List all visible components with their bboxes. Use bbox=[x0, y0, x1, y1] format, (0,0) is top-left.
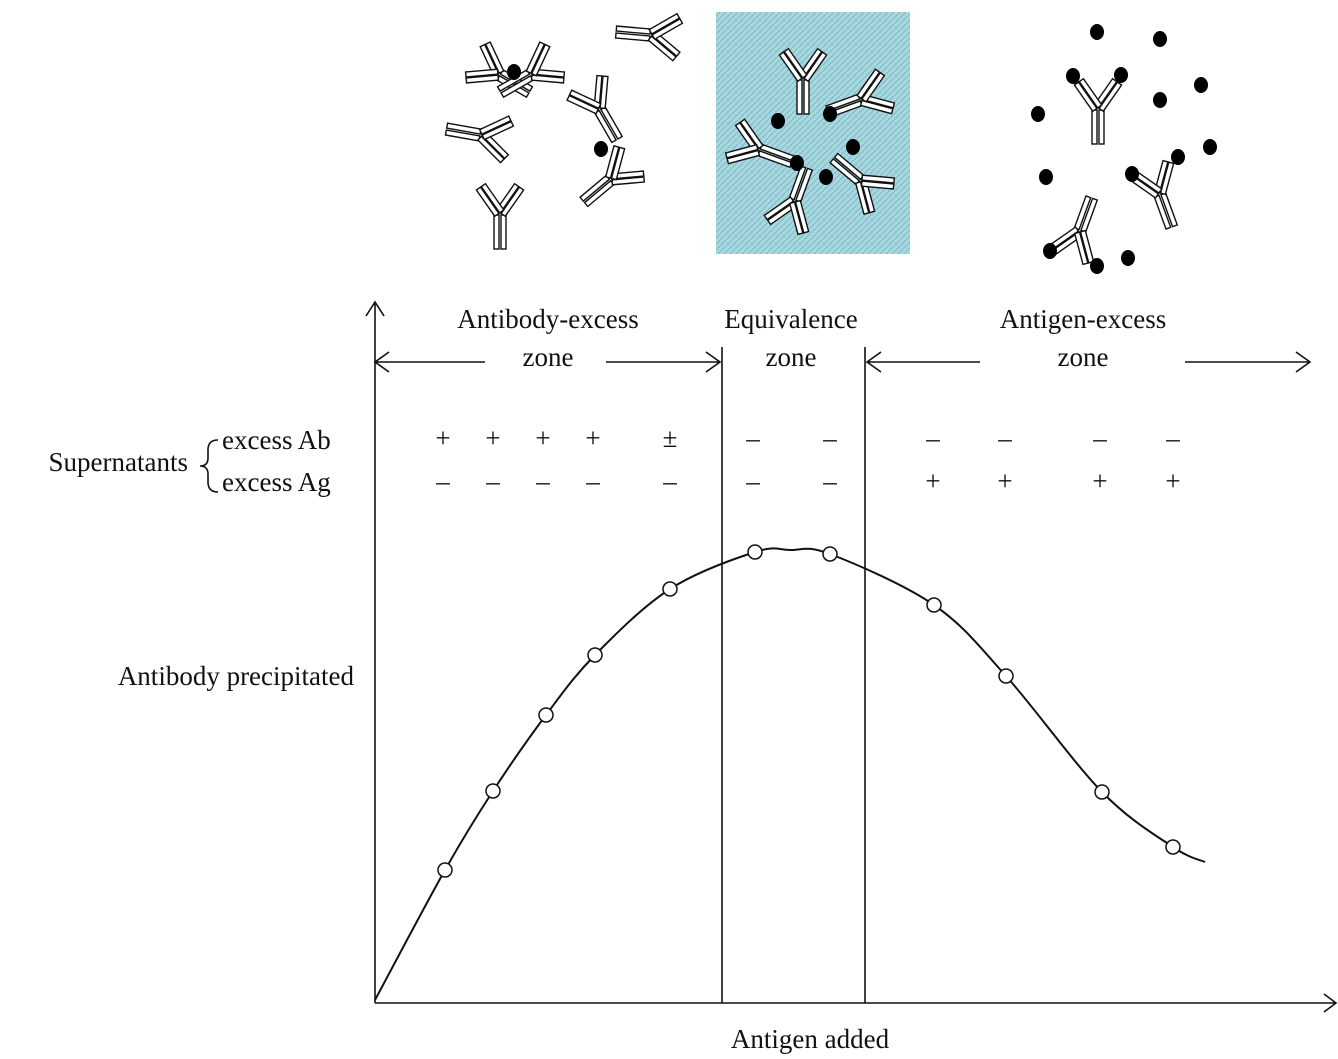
equivalence-illustration bbox=[716, 12, 910, 254]
diagram: Antibody-excess zone Equivalence zone An… bbox=[0, 0, 1338, 1059]
curve-point bbox=[588, 648, 602, 662]
sign: – bbox=[925, 423, 940, 453]
sign: – bbox=[745, 466, 760, 496]
zone-title: Antibody-excess bbox=[457, 304, 638, 334]
sign: – bbox=[662, 466, 677, 496]
y-axis-label: Antibody precipitated bbox=[118, 661, 355, 691]
sign: + bbox=[535, 423, 550, 453]
sign: – bbox=[485, 466, 500, 496]
sign: – bbox=[1092, 423, 1107, 453]
row-label: excess Ag bbox=[222, 467, 331, 497]
sign-grid: + + + + ± – – – – – – – – – – – – – + + + + bbox=[435, 423, 1180, 496]
zone-title: Antigen-excess bbox=[1000, 304, 1166, 334]
axes bbox=[200, 302, 1336, 1012]
antigen-excess-illustration bbox=[1031, 24, 1217, 274]
curve-point bbox=[486, 784, 500, 798]
sign: + bbox=[997, 466, 1012, 496]
curve-line bbox=[375, 548, 1205, 1000]
sign: – bbox=[585, 466, 600, 496]
sign: – bbox=[745, 423, 760, 453]
sign: + bbox=[925, 466, 940, 496]
curve-point bbox=[1095, 785, 1109, 799]
sign: – bbox=[535, 466, 550, 496]
sign: – bbox=[822, 466, 837, 496]
sign: – bbox=[435, 466, 450, 496]
sign: ± bbox=[663, 423, 678, 453]
row-label: excess Ab bbox=[222, 425, 331, 455]
curve-point bbox=[823, 547, 837, 561]
curve-point bbox=[927, 598, 941, 612]
curve-point bbox=[539, 708, 553, 722]
sign: + bbox=[1092, 466, 1107, 496]
sign: + bbox=[1165, 466, 1180, 496]
curve-point bbox=[748, 545, 762, 559]
curve-point bbox=[438, 863, 452, 877]
sign: + bbox=[435, 423, 450, 453]
curve-point bbox=[999, 669, 1013, 683]
sign: – bbox=[1165, 423, 1180, 453]
sign: – bbox=[822, 423, 837, 453]
sign: – bbox=[997, 423, 1012, 453]
supernatants-label: Supernatants bbox=[49, 447, 188, 477]
zone-subtitle: zone bbox=[766, 342, 817, 372]
x-axis-label: Antigen added bbox=[731, 1024, 890, 1054]
precipitin-curve bbox=[375, 545, 1205, 1000]
curve-point bbox=[663, 582, 677, 596]
zone-subtitle: zone bbox=[523, 342, 574, 372]
antibody-excess-illustration bbox=[442, 9, 683, 249]
curve-point bbox=[1166, 840, 1180, 854]
sign: + bbox=[585, 423, 600, 453]
zone-title: Equivalence bbox=[724, 304, 857, 334]
sign: + bbox=[485, 423, 500, 453]
zone-subtitle: zone bbox=[1058, 342, 1109, 372]
